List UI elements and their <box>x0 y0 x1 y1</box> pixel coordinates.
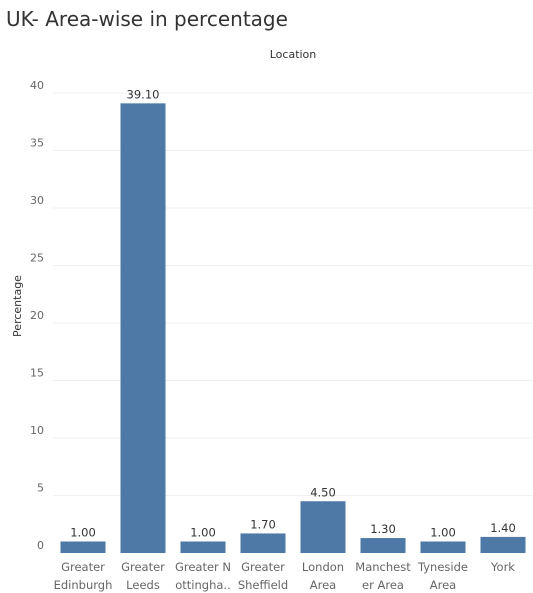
data-label: 1.40 <box>490 521 516 535</box>
data-label: 1.30 <box>370 522 396 536</box>
bars <box>60 103 526 553</box>
category-label: Manchest <box>355 560 411 574</box>
y-tick-label: 25 <box>30 252 44 265</box>
data-labels: 1.00 39.10 1.00 1.70 4.50 1.30 1.00 1.40 <box>70 87 516 539</box>
category-label: ottingha.. <box>175 578 230 592</box>
category-label: York <box>490 560 515 574</box>
category-label: er Area <box>362 578 404 592</box>
bar <box>360 538 406 553</box>
category-label: Leeds <box>126 578 160 592</box>
category-label: Greater <box>241 560 285 574</box>
category-label: Edinburgh <box>54 578 113 592</box>
category-label: Greater <box>61 560 105 574</box>
data-label: 1.00 <box>190 526 216 540</box>
y-axis-title: Percentage <box>11 275 24 337</box>
category-label: Area <box>430 578 456 592</box>
bar <box>120 103 166 553</box>
y-tick-label: 10 <box>30 424 44 437</box>
bar <box>420 541 466 553</box>
category-label: Tyneside <box>417 560 468 574</box>
data-label: 1.70 <box>250 517 276 531</box>
data-label: 4.50 <box>310 485 336 499</box>
column-header: Location <box>270 48 317 61</box>
category-label: London <box>302 560 344 574</box>
bar <box>300 501 346 553</box>
bar <box>480 536 526 553</box>
y-tick-label: 35 <box>30 137 44 150</box>
y-axis-ticks: 0 5 10 15 20 25 30 35 40 <box>30 79 44 552</box>
category-label: Area <box>310 578 336 592</box>
category-labels: Greater Edinburgh Greater Leeds Greater N ott… <box>54 560 516 592</box>
bar <box>60 541 106 553</box>
category-label: Greater N <box>175 560 231 574</box>
category-label: Greater <box>121 560 165 574</box>
data-label: 1.00 <box>430 526 456 540</box>
bar <box>180 541 226 553</box>
y-tick-label: 5 <box>37 482 44 495</box>
category-label: Sheffield <box>238 578 288 592</box>
y-tick-label: 20 <box>30 309 44 322</box>
data-label: 39.10 <box>127 87 160 101</box>
y-tick-label: 30 <box>30 194 44 207</box>
data-label: 1.00 <box>70 526 96 540</box>
chart-title: UK- Area-wise in percentage <box>6 7 288 31</box>
y-tick-label: 0 <box>37 539 44 552</box>
bar <box>240 533 286 553</box>
y-tick-label: 15 <box>30 367 44 380</box>
y-tick-label: 40 <box>30 79 44 92</box>
